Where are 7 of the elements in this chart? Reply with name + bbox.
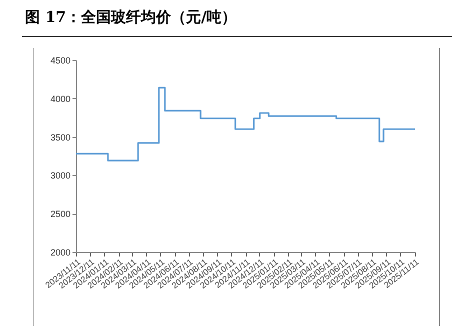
y-tick-label: 4500 [50, 56, 70, 66]
y-tick-label: 2500 [50, 209, 70, 220]
chart-title: 图 17：全国玻纤均价（元/吨） [25, 8, 237, 27]
y-tick-label: 4000 [50, 94, 70, 104]
y-tick-label: 3500 [50, 132, 70, 142]
y-tick-label: 2000 [50, 248, 70, 258]
y-tick-label: 3000 [50, 170, 70, 181]
